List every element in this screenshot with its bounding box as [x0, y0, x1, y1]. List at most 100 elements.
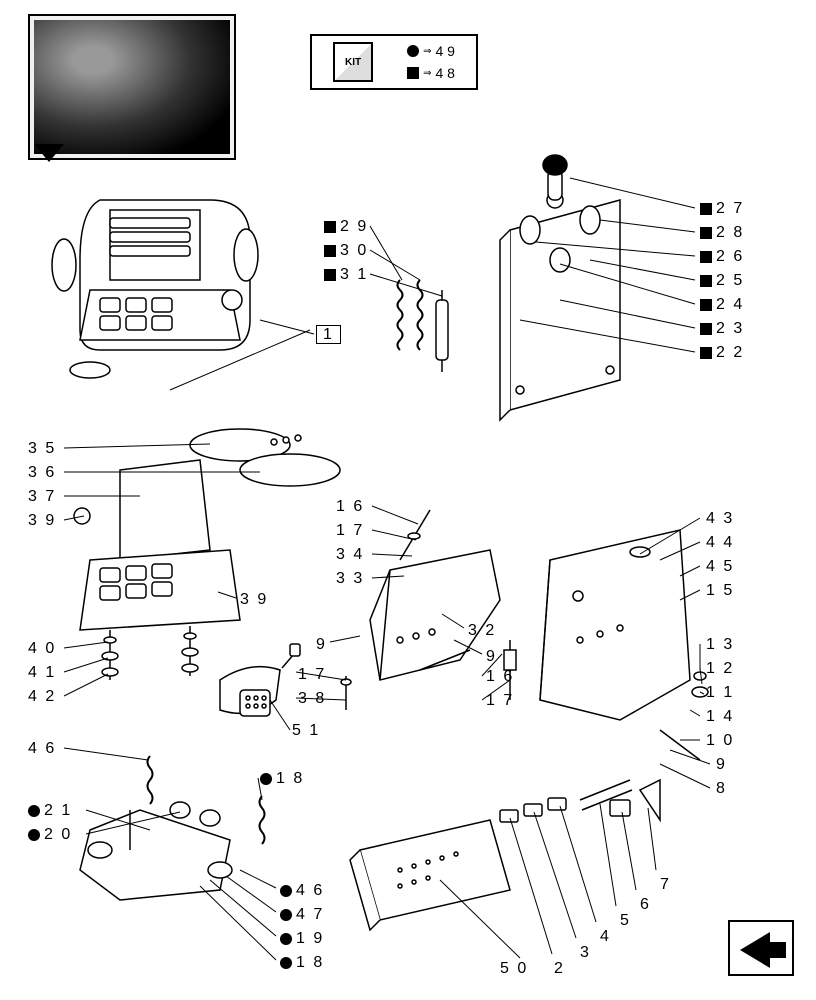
column-cover-part [500, 155, 620, 420]
circle-marker-icon [280, 885, 292, 897]
callout-num: 2 3 [716, 320, 744, 337]
callout-label: 1 [316, 326, 341, 344]
callout-label: 2 4 [700, 296, 744, 314]
square-marker-icon [700, 347, 712, 359]
callout-label: 1 8 [280, 954, 324, 972]
callout-label: 2 1 [28, 802, 72, 820]
kit-legend-box: KIT ⇒ 4 9 ⇒ 4 8 [310, 34, 478, 90]
circle-marker-icon [28, 829, 40, 841]
callout-label: 8 [716, 780, 727, 798]
callout-label: 1 0 [706, 732, 734, 750]
circle-marker-icon [280, 957, 292, 969]
callout-label: 4 3 [706, 510, 734, 528]
callout-num: 4 4 [706, 534, 734, 551]
circle-marker-icon [280, 933, 292, 945]
callout-label: 1 5 [706, 582, 734, 600]
callout-label: 3 2 [468, 622, 496, 640]
context-arrow-icon [30, 140, 70, 171]
callout-label: 2 6 [700, 248, 744, 266]
callout-label: 4 2 [28, 688, 56, 706]
callout-num: 4 6 [28, 740, 56, 757]
callout-label: 3 6 [28, 464, 56, 482]
callout-num: 7 [660, 876, 671, 893]
callout-label: 4 7 [280, 906, 324, 924]
callout-label: 4 [600, 928, 611, 946]
mid-bracket-part [341, 510, 500, 710]
callout-num: 1 5 [706, 582, 734, 599]
swing-arm-part [80, 802, 232, 900]
callout-label: 9 [316, 636, 327, 654]
square-marker-icon [700, 203, 712, 215]
callout-num: 1 8 [276, 770, 304, 787]
square-marker-icon [700, 275, 712, 287]
callout-num: 2 9 [340, 218, 368, 235]
seat-lower-part [74, 460, 240, 630]
callout-num: 1 0 [706, 732, 734, 749]
callout-num: 3 2 [468, 622, 496, 639]
callout-num: 4 5 [706, 558, 734, 575]
callout-label: 3 4 [336, 546, 364, 564]
square-marker-icon [700, 299, 712, 311]
callout-label: 5 [620, 912, 631, 930]
callout-num: 2 8 [716, 224, 744, 241]
circle-marker-icon [28, 805, 40, 817]
kit-legend-row: ⇒ 4 9 [407, 43, 455, 59]
callout-label: 1 4 [706, 708, 734, 726]
callout-num: 4 2 [28, 688, 56, 705]
callout-label: 5 0 [500, 960, 528, 978]
callout-num: 4 [600, 928, 611, 945]
callout-num: 1 7 [486, 692, 514, 709]
callout-num: 1 9 [296, 930, 324, 947]
callout-num: 3 3 [336, 570, 364, 587]
callout-label: 2 7 [700, 200, 744, 218]
callout-num: 1 4 [706, 708, 734, 725]
callout-num: 5 1 [292, 722, 320, 739]
spring-small-parts [148, 756, 265, 844]
callout-num: 2 1 [44, 802, 72, 819]
callout-label: 3 8 [298, 690, 326, 708]
callout-label: 2 2 [700, 344, 744, 362]
square-marker-icon [324, 245, 336, 257]
callout-num: 3 8 [298, 690, 326, 707]
callout-label: 3 1 [324, 266, 368, 284]
callout-label: 3 9 [240, 591, 268, 609]
callout-num: 1 3 [706, 636, 734, 653]
callout-label: 4 6 [28, 740, 56, 758]
circle-marker-icon [260, 773, 272, 785]
callout-label: 4 4 [706, 534, 734, 552]
base-plate-part [350, 820, 510, 930]
callout-label: 1 8 [260, 770, 304, 788]
seat-assembly-part [52, 200, 258, 378]
kit-legend-row: ⇒ 4 8 [407, 65, 455, 81]
callout-num: 1 8 [296, 954, 324, 971]
kit-legend: ⇒ 4 9 ⇒ 4 8 [407, 43, 455, 81]
callout-label: 4 6 [280, 882, 324, 900]
callout-num: 8 [716, 780, 727, 797]
callout-num: 4 1 [28, 664, 56, 681]
callout-num: 9 [486, 648, 497, 665]
context-photo [28, 14, 236, 160]
callout-label: 1 6 [486, 668, 514, 686]
kit-label: KIT [345, 57, 361, 68]
callout-num: 1 7 [336, 522, 364, 539]
callout-num: 2 2 [716, 344, 744, 361]
callout-num: 2 [554, 960, 565, 977]
callout-label: 4 1 [28, 664, 56, 682]
callout-label: 6 [640, 896, 651, 914]
callout-label: 1 7 [298, 666, 326, 684]
armrest-part [190, 429, 340, 486]
square-marker-icon [700, 251, 712, 263]
callout-num: 1 [316, 325, 341, 344]
callout-num: 1 6 [336, 498, 364, 515]
callout-num: 3 [580, 944, 591, 961]
callout-num: 3 9 [28, 512, 56, 529]
callout-num: 1 2 [706, 660, 734, 677]
square-marker-icon [407, 67, 419, 79]
square-marker-icon [324, 269, 336, 281]
springs-damper-part [398, 280, 449, 372]
callout-num: 1 7 [298, 666, 326, 683]
callout-label: 2 [554, 960, 565, 978]
callout-label: 1 9 [280, 930, 324, 948]
callout-num: 4 0 [28, 640, 56, 657]
callout-num: 2 7 [716, 200, 744, 217]
